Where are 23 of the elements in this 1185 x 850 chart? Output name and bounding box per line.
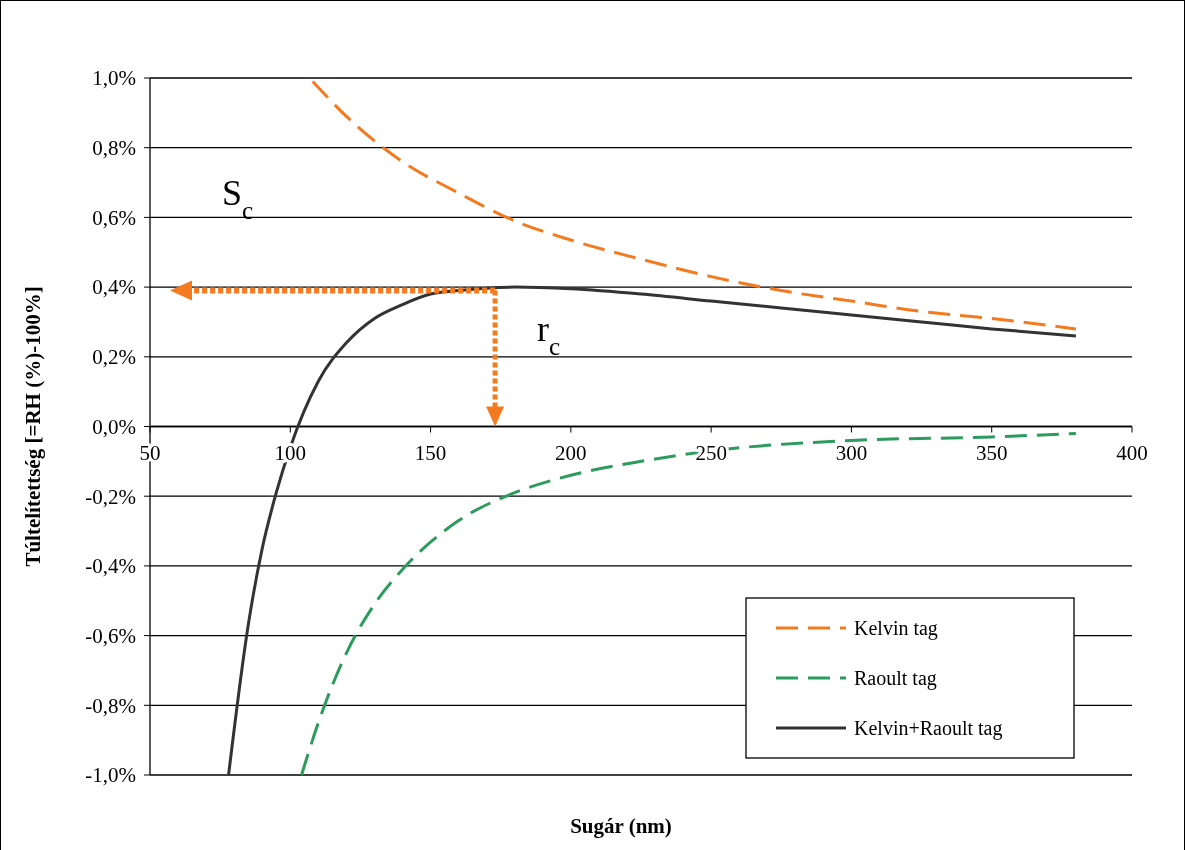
legend-label: Kelvin tag [854,617,938,640]
x-axis-title: Sugár (nm) [570,814,672,838]
y-tick-label: 0,2% [92,345,136,370]
y-tick-label: 0,8% [92,136,136,161]
y-axis-title: Túltelítettség [=RH (%)-100%] [21,286,45,567]
y-tick-label: 0,6% [92,205,136,230]
legend-label: Kelvin+Raoult tag [854,717,1003,740]
x-tick-label: 300 [835,440,868,465]
y-tick-label: -0,8% [85,693,136,718]
y-tick-label: 0,4% [92,275,136,300]
legend-label: Raoult tag [854,667,937,690]
y-tick-label: -0,2% [85,484,136,509]
y-tick-label: 0,0% [92,414,136,439]
y-tick-label: -0,6% [85,623,136,648]
line-series [227,285,1078,777]
y-tick-label: 1,0% [92,66,136,91]
y-tick-label: -1,0% [85,763,136,788]
x-tick-label: 350 [975,440,1008,465]
y-tick-label: -0,4% [85,554,136,579]
annotation: r$_{c}$ [537,308,561,360]
x-tick-label: 150 [414,440,447,465]
x-tick-label: 200 [555,440,587,465]
x-tick-label: 400 [1116,440,1148,465]
